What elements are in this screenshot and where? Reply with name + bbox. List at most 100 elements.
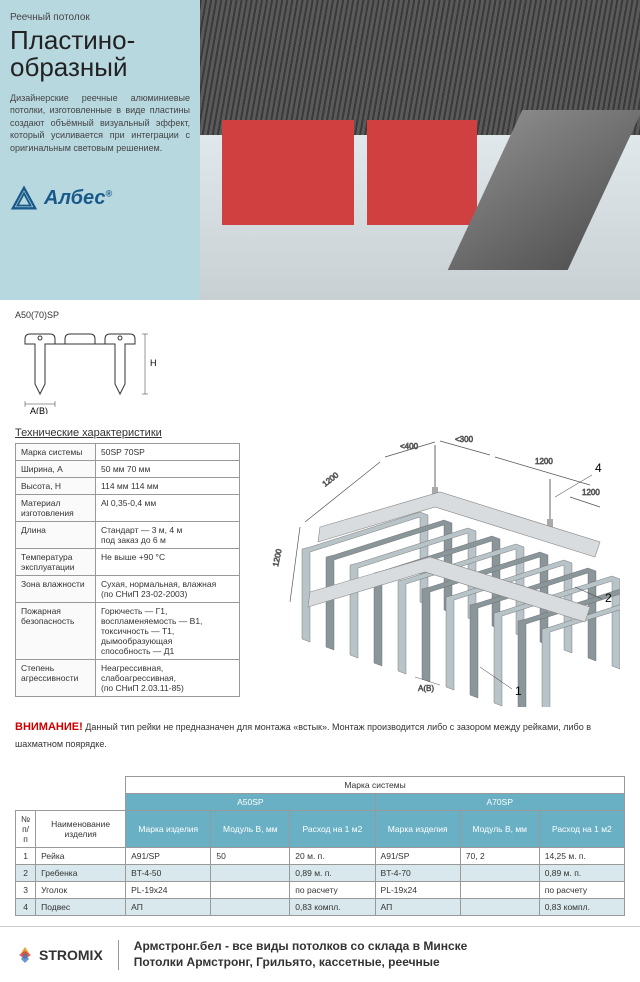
specs-row: Ширина, A50 мм 70 мм: [16, 461, 240, 478]
bottom-table: Марка системы A50SP A70SP № п/п Наименов…: [15, 776, 625, 916]
specs-val: Горючесть — Г1, воспламеняемость — В1, т…: [96, 603, 240, 660]
col-group-2: A70SP: [375, 793, 624, 810]
svg-text:1200: 1200: [271, 548, 284, 568]
svg-text:2: 2: [605, 591, 612, 605]
specs-row: Марка системы50SP 70SP: [16, 444, 240, 461]
table-cell: Подвес: [36, 898, 126, 915]
table-cell: по расчету: [539, 881, 624, 898]
albes-logo: Албес®: [10, 185, 190, 213]
table-cell: PL-19x24: [375, 881, 460, 898]
h-name: Наименование изделия: [36, 810, 126, 847]
svg-text:H: H: [150, 358, 157, 368]
table-cell: [460, 864, 539, 881]
profile-label: A50(70)SP: [15, 310, 195, 320]
header-left-panel: Реечный потолок Пластино- образный Дизай…: [0, 0, 200, 300]
specs-row: Зона влажностиСухая, нормальная, влажная…: [16, 576, 240, 603]
table-row: 1РейкаA91/SP5020 м. п.A91/SP70, 214,25 м…: [16, 847, 625, 864]
table-cell: АП: [126, 898, 211, 915]
footer-line2: Потолки Армстронг, Грильято, кассетные, …: [134, 955, 468, 971]
specs-val: Неагрессивная, слабоагрессивная, (по СНи…: [96, 660, 240, 697]
specs-row: ДлинаСтандарт — 3 м, 4 м под заказ до 6 …: [16, 522, 240, 549]
table-cell: BT-4-50: [126, 864, 211, 881]
table-cell: 70, 2: [460, 847, 539, 864]
iso-diagram-wrap: <400 <300 1200 1200 1200 1200 4 2 1: [255, 427, 625, 707]
footer-text: Армстронг.бел - все виды потолков со скл…: [134, 939, 468, 970]
specs-row: Степень агрессивностиНеагрессивная, слаб…: [16, 660, 240, 697]
table-cell: Рейка: [36, 847, 126, 864]
table-cell: A91/SP: [126, 847, 211, 864]
table-cell: [211, 898, 290, 915]
specs-key: Высота, H: [16, 478, 96, 495]
specs-row: Высота, H114 мм 114 мм: [16, 478, 240, 495]
specs-key: Температура эксплуатации: [16, 549, 96, 576]
warning-block: ВНИМАНИЕ! Данный тип рейки не предназнач…: [15, 719, 625, 751]
footer-separator: [118, 940, 119, 970]
specs-key: Материал изготовления: [16, 495, 96, 522]
specs-table-wrap: Технические характеристики Марка системы…: [15, 427, 240, 707]
specs-title: Технические характеристики: [15, 427, 240, 439]
stromix-text: STROMIX: [39, 947, 103, 963]
specs-key: Зона влажности: [16, 576, 96, 603]
stromix-logo: STROMIX: [15, 945, 103, 965]
table-cell: [460, 881, 539, 898]
albes-logo-text: Албес®: [44, 187, 112, 210]
table-cell: по расчету: [290, 881, 375, 898]
svg-text:A(B): A(B): [418, 684, 434, 693]
hero-image: [200, 0, 640, 300]
table-cell: 2: [16, 864, 36, 881]
specs-row: Пожарная безопасностьГорючесть — Г1, вос…: [16, 603, 240, 660]
table-cell: PL-19x24: [126, 881, 211, 898]
svg-text:A(B): A(B): [30, 406, 48, 414]
svg-text:1: 1: [515, 684, 522, 698]
stromix-icon: [15, 945, 35, 965]
specs-val: 50SP 70SP: [96, 444, 240, 461]
iso-diagram: <400 <300 1200 1200 1200 1200 4 2 1: [260, 427, 620, 707]
table-cell: [460, 898, 539, 915]
table-cell: Гребенка: [36, 864, 126, 881]
table-cell: 20 м. п.: [290, 847, 375, 864]
specs-key: Марка системы: [16, 444, 96, 461]
profile-section: A50(70)SP H A(B): [15, 310, 625, 417]
supertitle: Марка системы: [126, 776, 625, 793]
description: Дизайнерские реечные алюминиевые потолки…: [10, 92, 190, 155]
h-rate1: Расход на 1 м2: [290, 810, 375, 847]
table-cell: Уголок: [36, 881, 126, 898]
profile-svg: H A(B): [15, 324, 175, 414]
specs-key: Ширина, A: [16, 461, 96, 478]
h-brand2: Марка изделия: [375, 810, 460, 847]
col-group-1: A50SP: [126, 793, 375, 810]
specs-val: Al 0,35-0,4 мм: [96, 495, 240, 522]
svg-text:1200: 1200: [535, 457, 553, 466]
table-cell: [211, 864, 290, 881]
specs-val: 50 мм 70 мм: [96, 461, 240, 478]
subtitle: Реечный потолок: [10, 12, 190, 23]
svg-text:4: 4: [595, 461, 602, 475]
h-num: № п/п: [16, 810, 36, 847]
specs-val: Стандарт — 3 м, 4 м под заказ до 6 м: [96, 522, 240, 549]
table-cell: 3: [16, 881, 36, 898]
footer: STROMIX Армстронг.бел - все виды потолко…: [0, 926, 640, 982]
specs-key: Пожарная безопасность: [16, 603, 96, 660]
albes-logo-icon: [10, 185, 38, 213]
table-cell: BT-4-70: [375, 864, 460, 881]
table-row: 3УголокPL-19x24по расчетуPL-19x24по расч…: [16, 881, 625, 898]
table-cell: 50: [211, 847, 290, 864]
specs-val: Не выше +90 °C: [96, 549, 240, 576]
table-cell: 1: [16, 847, 36, 864]
table-cell: [211, 881, 290, 898]
specs-val: Сухая, нормальная, влажная (по СНиП 23-0…: [96, 576, 240, 603]
h-mod2: Модуль B, мм: [460, 810, 539, 847]
warning-label: ВНИМАНИЕ!: [15, 721, 83, 733]
h-rate2: Расход на 1 м2: [539, 810, 624, 847]
specs-row: Температура эксплуатацииНе выше +90 °C: [16, 549, 240, 576]
table-cell: 0,83 компл.: [539, 898, 624, 915]
bottom-table-wrap: Марка системы A50SP A70SP № п/п Наименов…: [0, 776, 640, 916]
warning-text: Данный тип рейки не предназначен для мон…: [15, 722, 591, 749]
svg-text:1200: 1200: [582, 488, 600, 497]
content-area: A50(70)SP H A(B) Технические характерист…: [0, 300, 640, 761]
svg-text:<300: <300: [455, 435, 474, 444]
table-cell: 14,25 м. п.: [539, 847, 624, 864]
specs-val: 114 мм 114 мм: [96, 478, 240, 495]
table-cell: 0,89 м. п.: [539, 864, 624, 881]
specs-row: Материал изготовленияAl 0,35-0,4 мм: [16, 495, 240, 522]
